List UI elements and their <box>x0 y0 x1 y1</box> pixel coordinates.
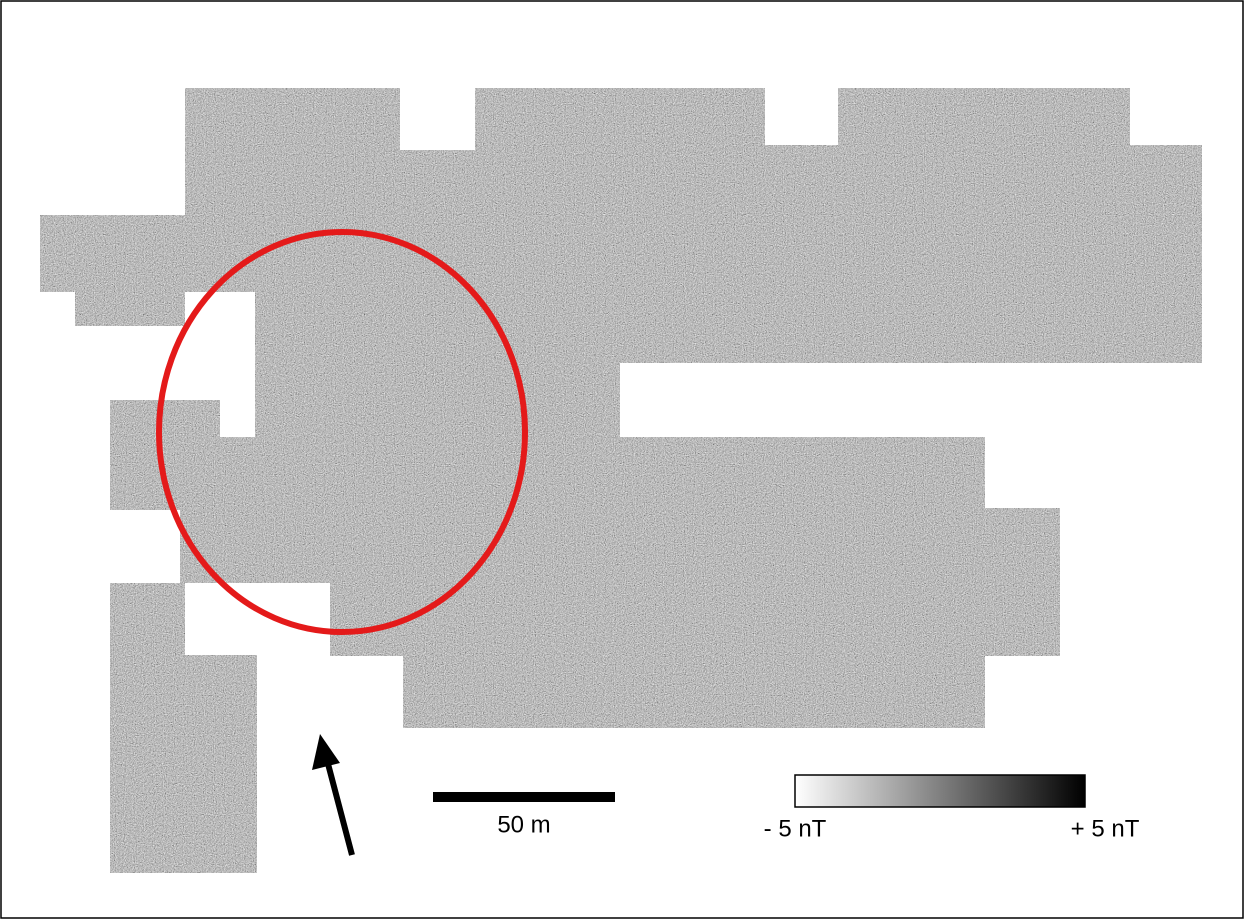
survey-area <box>40 88 1202 873</box>
legend-max-label: + 5 nT <box>1071 815 1140 842</box>
legend-min-label: - 5 nT <box>764 815 827 842</box>
survey-patch <box>110 437 985 510</box>
survey-patch <box>765 145 838 218</box>
survey-patch <box>180 508 1060 583</box>
north-arrow <box>312 734 352 855</box>
survey-patch <box>475 88 765 218</box>
scale-bar-label: 50 m <box>497 811 550 838</box>
scale-bar <box>433 792 615 802</box>
survey-patch <box>403 655 985 728</box>
survey-patch <box>255 290 1202 363</box>
survey-patch <box>75 290 185 326</box>
survey-patch <box>1130 145 1202 218</box>
survey-map: 50 m - 5 nT + 5 nT <box>0 0 1245 920</box>
survey-patch <box>185 88 400 218</box>
legend-gradient <box>795 775 1085 807</box>
survey-patch <box>838 88 1130 218</box>
survey-patch <box>255 362 620 438</box>
survey-patch <box>330 583 1060 656</box>
survey-patch <box>110 655 257 873</box>
survey-patch <box>400 150 475 218</box>
survey-patch <box>110 508 180 510</box>
survey-patch <box>40 215 1202 292</box>
survey-patch <box>110 400 220 438</box>
survey-patch <box>110 583 185 655</box>
